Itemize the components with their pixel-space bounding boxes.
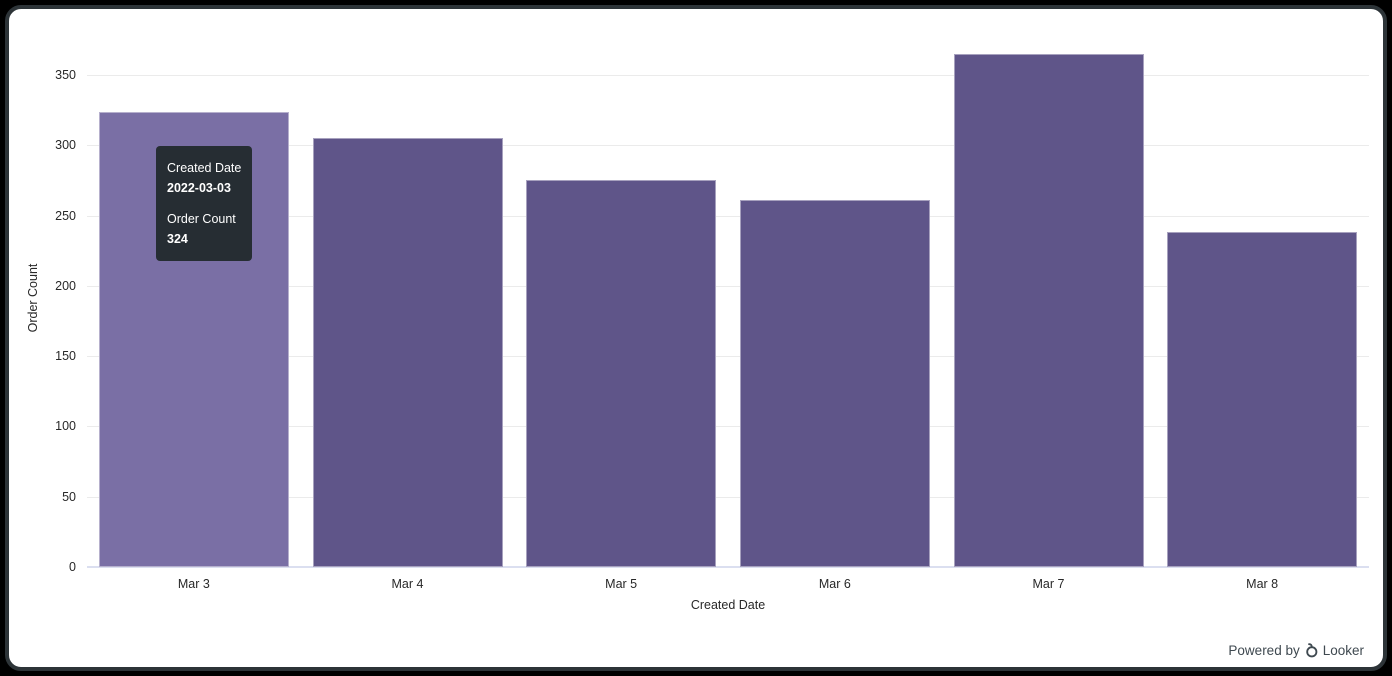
tooltip-measure-value: 324 (167, 232, 188, 246)
x-tick-label-mar-7: Mar 7 (1032, 577, 1065, 591)
bar-mar-8[interactable] (1167, 232, 1358, 567)
gridline-y-250 (87, 215, 1369, 217)
gridline-y-300 (87, 145, 1369, 147)
gridline-y-100 (87, 426, 1369, 428)
gridline-y-200 (87, 285, 1369, 287)
x-tick-label-mar-8: Mar 8 (1246, 577, 1279, 591)
gridline-y-50 (87, 496, 1369, 498)
tooltip-group-created-date: Created Date 2022-03-03 (167, 158, 241, 198)
tooltip-group-order-count: Order Count 324 (167, 209, 241, 249)
tooltip-dimension-value: 2022-03-03 (167, 181, 231, 195)
y-tick-label-150: 150 (55, 349, 76, 364)
x-tick-label-mar-4: Mar 4 (391, 577, 424, 591)
tooltip-measure-label: Order Count (167, 212, 236, 226)
y-tick-label-100: 100 (55, 419, 76, 434)
bar-mar-4[interactable] (312, 138, 503, 567)
gridline-y-350 (87, 74, 1369, 76)
tooltip-dimension-label: Created Date (167, 161, 242, 175)
y-tick-label-250: 250 (55, 208, 76, 223)
gridline-y-0 (87, 566, 1369, 568)
y-axis-title: Order Count (26, 263, 40, 333)
x-tick-label-mar-6: Mar 6 (818, 577, 851, 591)
y-tick-label-50: 50 (62, 489, 76, 504)
y-tick-label-0: 0 (69, 560, 76, 574)
brand-text: Looker (1322, 642, 1364, 658)
powered-by-text: Powered by (1228, 642, 1300, 658)
x-tick-label-mar-3: Mar 3 (177, 577, 210, 591)
bar-mar-5[interactable] (526, 180, 717, 567)
y-tick-label-300: 300 (55, 138, 76, 153)
bar-mar-7[interactable] (953, 53, 1144, 567)
y-tick-label-350: 350 (55, 67, 76, 82)
x-tick-label-mar-5: Mar 5 (605, 577, 638, 591)
powered-by-looker-link[interactable]: Powered by Looker (1228, 642, 1364, 658)
chart-tooltip: Created Date 2022-03-03 Order Count 324 (156, 146, 253, 261)
plot-area: 0 50 100 150 200 250 300 350 Mar 3 Mar 4 Mar 5 Mar … (55, 30, 1369, 591)
gridline-y-150 (87, 356, 1369, 358)
bar-mar-6[interactable] (739, 200, 930, 567)
y-tick-label-200: 200 (55, 278, 76, 293)
x-axis-title: Created Date (690, 598, 766, 612)
looker-logo-icon (1304, 642, 1319, 658)
